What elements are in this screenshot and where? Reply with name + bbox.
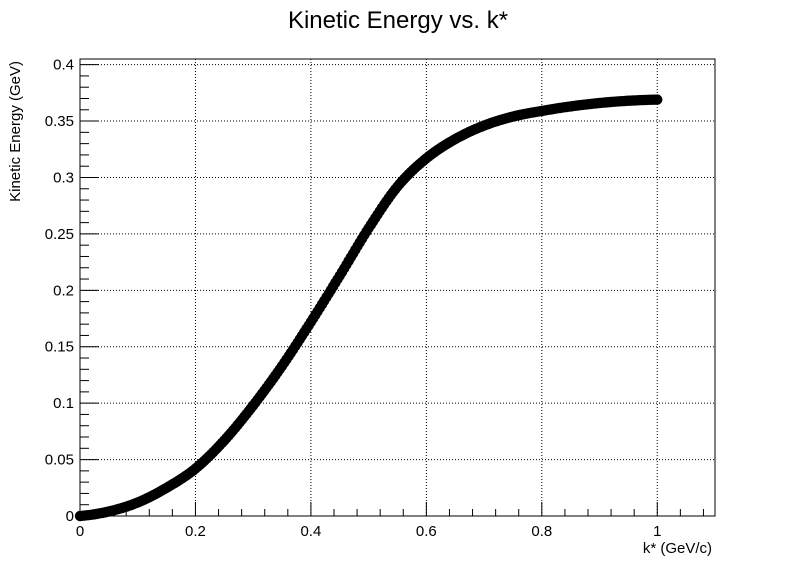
x-tick-label: 0.2 — [185, 523, 206, 540]
grid — [80, 59, 715, 516]
x-tick-label: 0 — [76, 523, 84, 540]
chart-title: Kinetic Energy vs. k* — [288, 7, 508, 34]
y-tick-label: 0.35 — [45, 113, 74, 130]
data-series — [74, 94, 663, 522]
y-tick-label: 0.2 — [53, 282, 74, 299]
y-tick-label: 0.15 — [45, 339, 74, 356]
y-tick-label: 0.05 — [45, 452, 74, 469]
plot-frame — [79, 58, 716, 517]
x-tick-label: 0.4 — [300, 523, 321, 540]
y-tick-label: 0.25 — [45, 226, 74, 243]
y-tick-label: 0 — [66, 508, 74, 525]
x-tick-label: 0.6 — [416, 523, 437, 540]
ticks: 0 0.2 0.4 0.6 0.8 1 0 0.05 0.1 0.15 0.2 0.25 0.3 0.35… — [45, 57, 662, 540]
y-tick-label: 0.4 — [53, 57, 74, 74]
x-axis-label: k* (GeV/c) — [643, 540, 712, 557]
minor-ticks — [80, 75, 704, 516]
x-tick-label: 0.8 — [531, 523, 552, 540]
x-tick-label: 1 — [653, 523, 661, 540]
data-point — [652, 94, 663, 105]
y-tick-label: 0.1 — [53, 395, 74, 412]
y-axis-label: Kinetic Energy (GeV) — [7, 61, 24, 202]
y-tick-label: 0.3 — [53, 169, 74, 186]
